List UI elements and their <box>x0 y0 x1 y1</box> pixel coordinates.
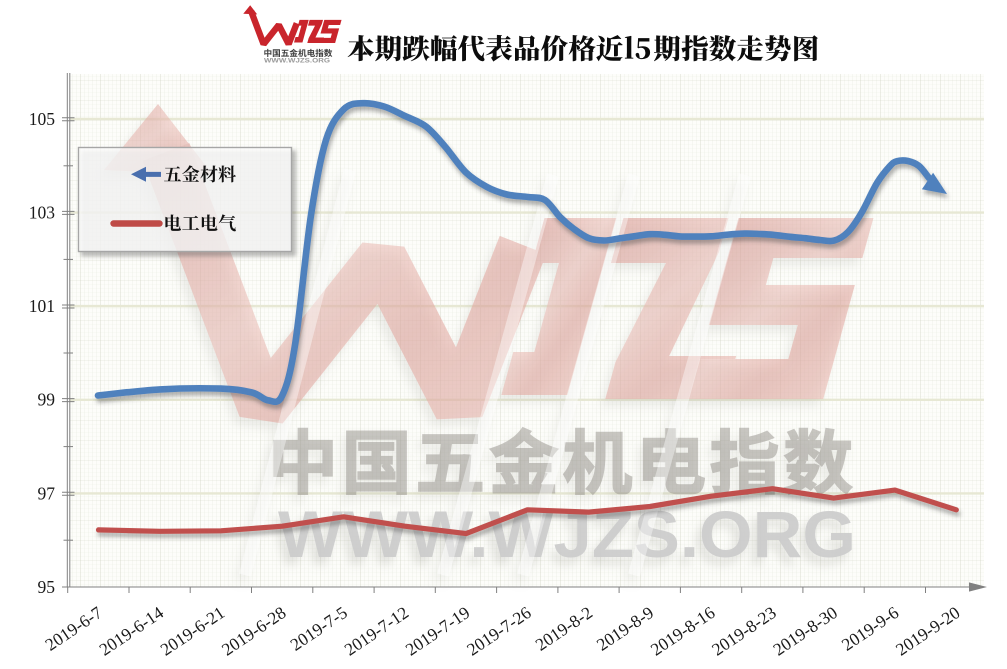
svg-text:95: 95 <box>38 577 56 597</box>
svg-text:97: 97 <box>38 483 56 503</box>
svg-text:103: 103 <box>29 203 56 223</box>
svg-text:101: 101 <box>29 296 55 316</box>
svg-text:WWW.WJZS.ORG: WWW.WJZS.ORG <box>264 58 330 65</box>
svg-text:105: 105 <box>29 109 56 129</box>
svg-text:WWW.WJZS.ORG: WWW.WJZS.ORG <box>278 497 856 571</box>
svg-text:99: 99 <box>38 390 56 410</box>
